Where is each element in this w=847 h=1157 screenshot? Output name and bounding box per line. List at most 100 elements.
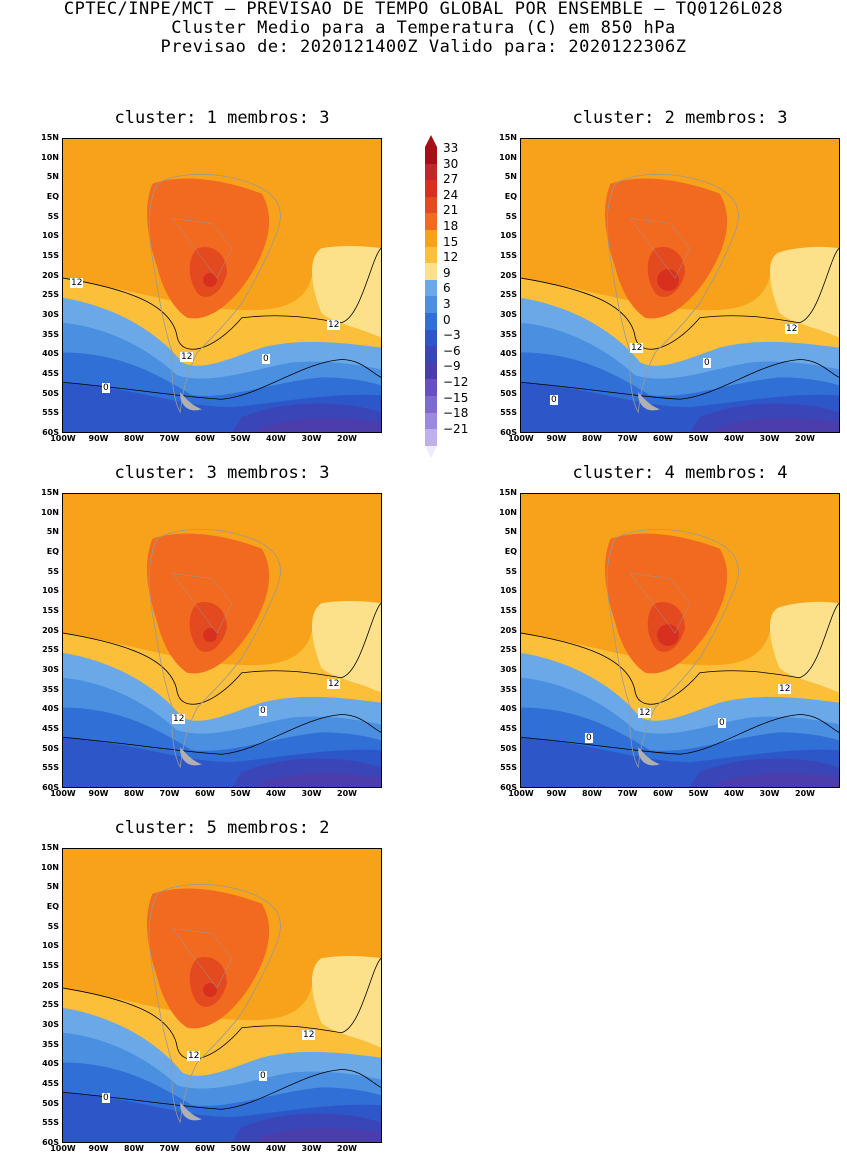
lon-tick-label: 40W	[724, 789, 744, 798]
lon-tick-label: 80W	[124, 789, 144, 798]
lon-tick-label: 20W	[337, 1144, 357, 1153]
lon-tick-label: 60W	[195, 434, 215, 443]
lon-tick-label: 60W	[653, 434, 673, 443]
lat-tick-label: 40S	[500, 704, 517, 714]
lat-tick-label: 5S	[47, 566, 59, 576]
lon-tick-label: 40W	[266, 434, 286, 443]
lon-tick-label: 40W	[266, 1144, 286, 1153]
lon-tick-label: 30W	[301, 789, 322, 798]
lat-tick-label: 10S	[500, 231, 517, 241]
colorbar-segment	[425, 279, 437, 297]
lon-tick-label: 90W	[546, 434, 567, 443]
lat-tick-label: 45S	[42, 1079, 59, 1088]
lat-tick-label: 15N	[41, 133, 59, 142]
lat-tick-label: 55S	[42, 1118, 59, 1128]
colorbar-segment	[425, 213, 437, 230]
lon-tick-label: 70W	[159, 789, 180, 798]
lat-tick-label: 20S	[500, 270, 517, 280]
lat-tick-label: 60S	[42, 783, 59, 792]
colorbar-top-arrow	[425, 135, 437, 147]
panel-1-map	[62, 138, 382, 433]
lat-tick-label: 55S	[500, 763, 517, 773]
lat-tick-label: 60S	[500, 428, 517, 437]
colorbar-label: −12	[443, 375, 469, 389]
colorbar-label: −3	[443, 328, 461, 343]
lat-tick-label: 20S	[42, 625, 59, 635]
colorbar-segment	[425, 312, 437, 330]
colorbar-label: 9	[443, 265, 451, 280]
colorbar-bar	[425, 147, 437, 446]
colorbar-label: 12	[443, 250, 459, 265]
lon-tick-label: 20W	[337, 434, 357, 443]
colorbar-segment	[425, 263, 437, 280]
lat-tick-label: 5S	[47, 211, 59, 221]
contour-label: 12	[327, 320, 341, 330]
contour-label: 12	[187, 1051, 201, 1061]
lat-tick-label: 5N	[504, 527, 517, 537]
contour-label: 0	[718, 718, 726, 728]
colorbar-label: 30	[443, 156, 459, 171]
lat-tick-label: 30S	[42, 665, 59, 674]
panel-1-title: cluster: 1 membros: 3	[114, 108, 330, 128]
lat-tick-label: 30S	[42, 1020, 59, 1029]
lon-tick-label: 90W	[88, 434, 109, 443]
lon-tick-label: 70W	[617, 434, 638, 443]
lon-tick-label: 70W	[159, 1144, 180, 1153]
header-line-3: Previsao de: 2020121400Z Valido para: 20…	[160, 37, 687, 57]
lat-tick-label: 40S	[42, 704, 59, 714]
lon-tick-label: 60W	[195, 789, 215, 798]
colorbar-label: −21	[443, 421, 469, 436]
lat-tick-label: 15S	[500, 251, 517, 260]
lat-tick-label: 35S	[42, 1039, 59, 1049]
colorbar-segment	[425, 196, 437, 214]
lat-tick-label: 60S	[500, 783, 517, 792]
panel-3-title: cluster: 3 membros: 3	[114, 463, 330, 483]
lat-tick-label: 10N	[499, 152, 517, 162]
contour-label: 0	[585, 733, 593, 743]
contour-label: 0	[259, 706, 267, 716]
colorbar-segment	[425, 379, 437, 396]
lat-tick-label: 5S	[47, 921, 59, 931]
lat-tick-label: 20S	[500, 625, 517, 635]
lat-tick-label: 25S	[42, 290, 59, 300]
contour-label: 0	[550, 395, 558, 405]
lat-tick-label: 45S	[500, 369, 517, 378]
lat-tick-label: 25S	[42, 645, 59, 655]
contour-label: 0	[262, 354, 270, 364]
colorbar-label: 24	[443, 187, 459, 202]
lon-tick-label: 20W	[795, 434, 815, 443]
lat-tick-label: EQ	[46, 902, 59, 911]
lat-tick-label: 60S	[42, 1138, 59, 1147]
lat-tick-label: 40S	[42, 1059, 59, 1069]
colorbar-segment	[425, 163, 437, 181]
panel-2-title: cluster: 2 membros: 3	[572, 108, 788, 128]
colorbar-segment	[425, 296, 437, 313]
contour-label: 0	[703, 358, 711, 368]
lon-tick-label: 30W	[301, 1144, 322, 1153]
colorbar-label: 27	[443, 172, 459, 187]
panel-2-map	[520, 138, 840, 433]
contour-label: 12	[172, 714, 186, 724]
contour-label: 0	[259, 1071, 267, 1081]
lon-tick-label: 50W	[230, 1144, 251, 1153]
lat-tick-label: 10N	[41, 152, 59, 162]
colorbar-label: 15	[443, 234, 459, 249]
colorbar-segment	[425, 362, 437, 380]
lat-tick-label: 10N	[499, 507, 517, 517]
lat-tick-label: 5N	[504, 172, 517, 182]
lat-tick-label: 25S	[42, 1000, 59, 1010]
colorbar-segment	[425, 180, 437, 197]
colorbar-label: −18	[443, 406, 469, 421]
lat-tick-label: 50S	[500, 388, 517, 398]
colorbar-segment	[425, 395, 437, 413]
lon-tick-label: 70W	[159, 434, 180, 443]
lat-tick-label: 10N	[41, 507, 59, 517]
lat-tick-label: 10S	[42, 231, 59, 241]
lat-tick-label: 20S	[42, 980, 59, 990]
contour-label: 0	[102, 1093, 110, 1103]
colorbar-label: 21	[443, 203, 459, 218]
panel-5-map	[62, 848, 382, 1143]
colorbar-bottom-arrow	[425, 445, 437, 458]
lon-tick-label: 60W	[653, 789, 673, 798]
lon-tick-label: 30W	[759, 789, 780, 798]
